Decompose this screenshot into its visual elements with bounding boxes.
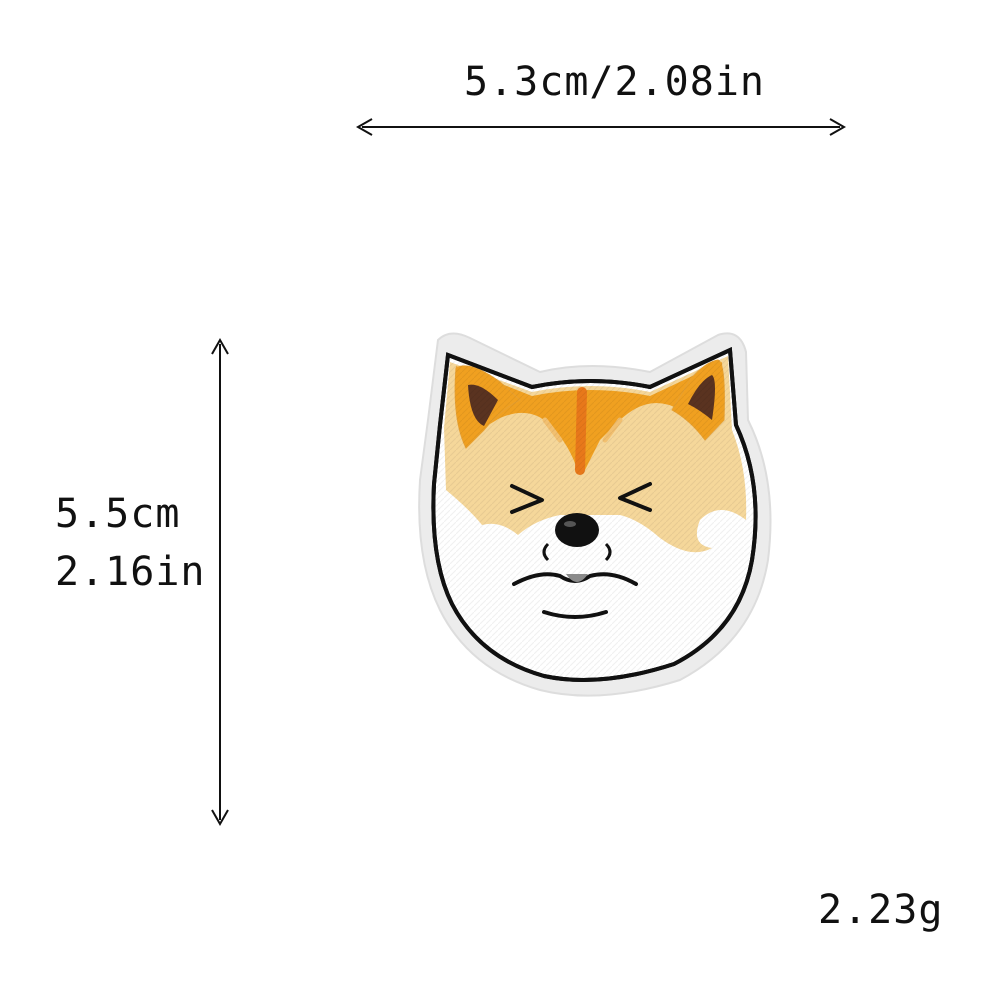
right-eye xyxy=(618,482,652,512)
chin xyxy=(542,610,608,619)
nose xyxy=(555,513,599,547)
shiba-patch xyxy=(418,332,772,697)
height-dimension-label-cm: 5.5cm xyxy=(55,491,181,537)
width-dimension-label: 5.3cm/2.08in xyxy=(464,59,765,105)
left-eye xyxy=(510,484,544,514)
width-dimension-arrow xyxy=(355,118,847,136)
height-dimension-arrow xyxy=(211,337,229,827)
weight-label: 2.23g xyxy=(818,887,944,933)
height-dimension-label-in: 2.16in xyxy=(55,549,206,595)
